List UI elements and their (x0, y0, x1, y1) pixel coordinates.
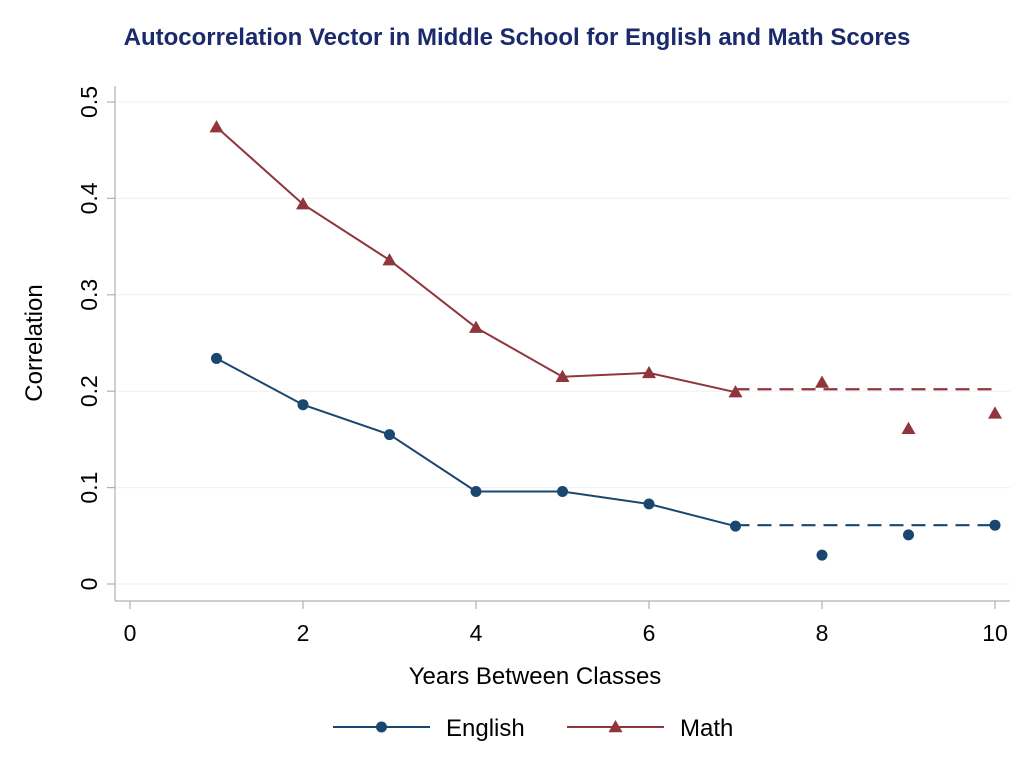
english-point (989, 519, 1001, 531)
x-tick-label: 0 (124, 620, 137, 646)
axes: 0 0.1 0.2 0.3 0.4 0.5 0 2 4 6 8 10 (76, 86, 1010, 646)
x-tick-label: 8 (816, 620, 829, 646)
legend: English Math (333, 715, 733, 742)
legend-item-math: Math (567, 715, 733, 742)
chart-title: Autocorrelation Vector in Middle School … (124, 24, 911, 51)
math-point (469, 320, 483, 333)
english-point (903, 529, 914, 541)
legend-item-english: English (333, 715, 525, 742)
math-point (642, 365, 656, 379)
legend-marker-english (376, 721, 387, 733)
series-math (209, 120, 1002, 435)
math-point (988, 406, 1002, 419)
x-tick-label: 4 (470, 620, 483, 646)
math-point (296, 197, 310, 210)
y-tick-label: 0.5 (76, 86, 102, 118)
y-tick-label: 0 (76, 578, 102, 591)
math-line (215, 126, 736, 394)
math-point (209, 120, 224, 133)
y-tick-label: 0.1 (76, 472, 102, 504)
grid-lines (115, 101, 1010, 585)
x-tick-label: 2 (297, 620, 310, 646)
legend-label-math: Math (680, 715, 733, 742)
y-tick-label: 0.4 (76, 182, 102, 214)
math-point (555, 369, 570, 382)
series-layer (209, 120, 1002, 561)
x-axis-label: Years Between Classes (409, 663, 662, 690)
math-point (728, 385, 743, 398)
legend-label-english: English (446, 715, 525, 742)
y-tick-label: 0.2 (76, 375, 102, 407)
legend-marker-math (608, 720, 623, 733)
series-english (211, 352, 1001, 561)
english-point (297, 399, 309, 411)
english-line (216, 357, 736, 528)
english-point (643, 498, 655, 510)
english-point (557, 485, 568, 497)
english-point (816, 549, 828, 561)
math-point (815, 375, 829, 388)
english-point (384, 429, 395, 441)
english-point (730, 520, 741, 532)
english-point (211, 352, 222, 364)
x-tick-label: 6 (643, 620, 656, 646)
math-point (382, 253, 397, 266)
y-axis-label: Correlation (21, 284, 48, 401)
english-point (470, 485, 482, 497)
x-tick-label: 10 (982, 620, 1008, 646)
y-tick-label: 0.3 (76, 279, 102, 311)
math-point (901, 421, 916, 435)
